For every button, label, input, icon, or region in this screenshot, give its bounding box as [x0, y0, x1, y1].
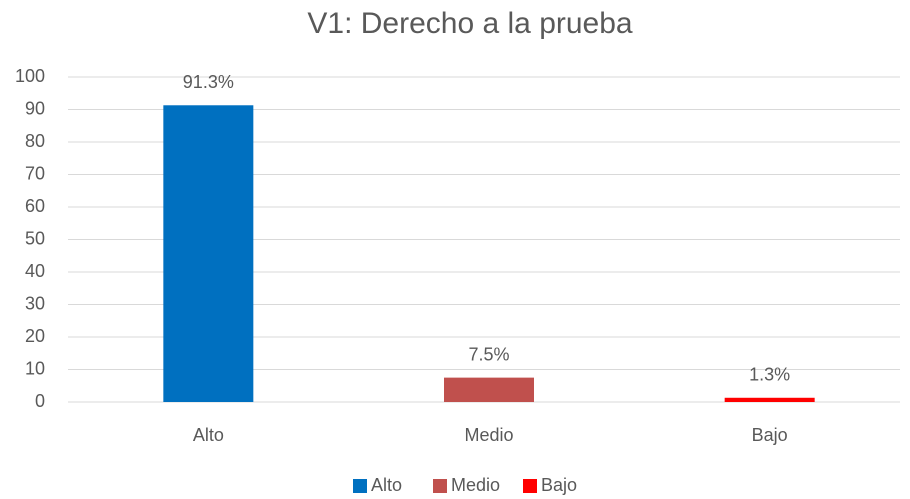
- y-tick-label: 90: [25, 98, 45, 118]
- y-tick-label: 0: [35, 391, 45, 411]
- x-tick-label: Bajo: [752, 425, 788, 445]
- x-tick-label: Alto: [193, 425, 224, 445]
- legend-swatch: [433, 479, 447, 493]
- legend-swatch: [353, 479, 367, 493]
- data-label: 91.3%: [183, 72, 234, 92]
- bar: [724, 397, 815, 402]
- legend-label: Alto: [371, 475, 402, 495]
- bar: [444, 377, 534, 402]
- x-tick-label: Medio: [464, 425, 513, 445]
- y-tick-label: 100: [15, 66, 45, 86]
- legend-label: Medio: [451, 475, 500, 495]
- bar: [163, 105, 254, 403]
- chart-title: V1: Derecho a la prueba: [307, 7, 633, 40]
- y-tick-label: 20: [25, 326, 45, 346]
- y-tick-label: 40: [25, 261, 45, 281]
- y-tick-label: 80: [25, 131, 45, 151]
- y-tick-label: 60: [25, 196, 45, 216]
- y-tick-label: 10: [25, 358, 45, 378]
- data-label: 1.3%: [749, 365, 790, 385]
- legend-swatch: [523, 479, 537, 493]
- y-tick-label: 70: [25, 163, 45, 183]
- data-label: 7.5%: [468, 344, 509, 364]
- y-tick-label: 50: [25, 228, 45, 248]
- y-tick-label: 30: [25, 293, 45, 313]
- legend-label: Bajo: [541, 475, 577, 495]
